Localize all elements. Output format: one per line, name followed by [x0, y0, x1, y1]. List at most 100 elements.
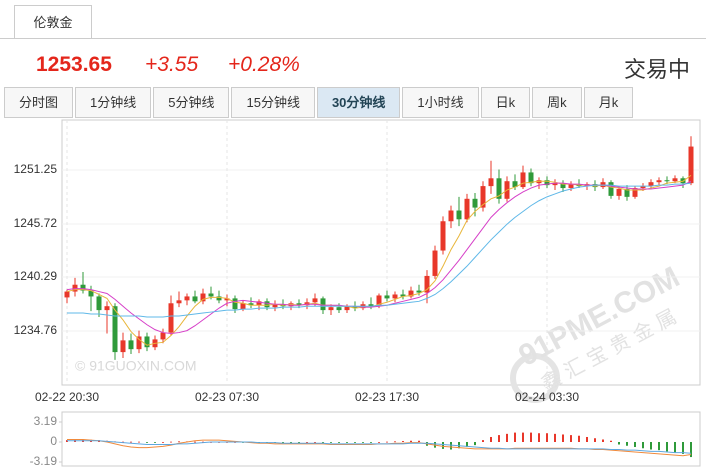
- macd-bar: [386, 441, 388, 443]
- period-tab[interactable]: 分时图: [4, 87, 74, 118]
- macd-bar: [370, 442, 372, 443]
- candle-body: [432, 250, 438, 276]
- macd-bar: [586, 436, 588, 442]
- change-pct: +0.28%: [228, 53, 300, 76]
- candle-body: [400, 294, 406, 297]
- status: 交易中: [623, 57, 690, 82]
- divider: [0, 38, 706, 39]
- candle-body: [208, 293, 214, 297]
- candle-body: [440, 221, 446, 251]
- macd-bar: [178, 441, 180, 443]
- candle-body: [80, 284, 86, 291]
- macd-bar: [170, 441, 172, 443]
- y-tick-label: 1240.29: [14, 269, 58, 283]
- period-tab[interactable]: 5分钟线: [153, 87, 230, 118]
- macd-bar: [626, 442, 628, 446]
- candle-body: [392, 294, 398, 299]
- candle-body: [560, 183, 566, 189]
- candle-body: [648, 182, 654, 187]
- y-tick-label: 1251.25: [14, 162, 58, 176]
- macd-bar: [306, 442, 308, 443]
- candle-body: [544, 180, 550, 186]
- candle-body: [424, 275, 430, 293]
- candle-body: [568, 184, 574, 189]
- candle-body: [96, 296, 102, 311]
- x-tick-label: 02-23 07:30: [195, 390, 259, 404]
- candle-body: [336, 307, 342, 311]
- candle-body: [168, 303, 174, 333]
- candle-body: [272, 304, 278, 308]
- period-tab[interactable]: 1小时线: [402, 87, 479, 118]
- macd-bar: [474, 442, 476, 446]
- y-tick-label: 0: [50, 434, 57, 448]
- candle-body: [344, 306, 350, 311]
- candle-body: [512, 181, 518, 188]
- candle-body: [104, 306, 110, 311]
- period-tab[interactable]: 日k: [480, 87, 531, 118]
- macd-bar: [690, 442, 692, 458]
- macd-bar: [314, 442, 316, 443]
- macd-bar: [418, 440, 420, 442]
- watermark-logo: [510, 353, 560, 403]
- period-tab[interactable]: 1分钟线: [75, 87, 152, 118]
- macd-bar: [682, 442, 684, 454]
- candle-body: [656, 180, 662, 183]
- macd-bar: [322, 442, 324, 443]
- macd-bar: [402, 441, 404, 442]
- price: 1253.65: [36, 53, 112, 76]
- macd-bar: [346, 442, 348, 443]
- candle-body: [184, 296, 190, 301]
- candle-body: [616, 189, 622, 196]
- macd-bar: [162, 442, 164, 443]
- y-tick-label: 1234.76: [14, 323, 58, 337]
- candle-body: [224, 298, 230, 301]
- candle-body: [232, 298, 238, 310]
- macd-bar: [450, 442, 452, 450]
- macd-bar: [522, 432, 524, 442]
- candle-body: [240, 303, 246, 310]
- macd-bar: [658, 442, 660, 451]
- period-tab[interactable]: 15分钟线: [231, 87, 315, 118]
- candle-body: [496, 178, 502, 199]
- macd-bar: [674, 442, 676, 453]
- macd-bar: [354, 442, 356, 443]
- period-tab[interactable]: 月k: [583, 87, 634, 118]
- macd-bar: [490, 436, 492, 442]
- macd-bar: [634, 442, 636, 448]
- y-tick-label: 3.19: [34, 414, 58, 428]
- macd-bar: [666, 442, 668, 452]
- tab[interactable]: 伦敦金: [14, 5, 92, 39]
- candle-body: [624, 189, 630, 197]
- candle-body: [248, 303, 254, 306]
- moving-average-line: [67, 182, 692, 318]
- macd-bar: [554, 433, 556, 442]
- period-tab[interactable]: 周k: [532, 87, 582, 118]
- candle-body: [472, 198, 478, 208]
- candle-body: [608, 182, 614, 196]
- candle-body: [408, 290, 414, 297]
- candle-body: [464, 198, 470, 220]
- period-tab[interactable]: 30分钟线: [316, 87, 401, 118]
- macd-bar: [442, 442, 444, 449]
- macd-bar: [362, 442, 364, 443]
- macd-bar: [570, 435, 572, 442]
- candle-body: [88, 290, 94, 297]
- macd-bar: [562, 434, 564, 442]
- candle-body: [688, 146, 694, 184]
- candle-body: [328, 307, 334, 311]
- candle-body: [120, 340, 126, 353]
- candle-body: [416, 290, 422, 293]
- macd-bar: [394, 441, 396, 443]
- macd-bar: [466, 442, 468, 448]
- macd-bar: [594, 438, 596, 442]
- candle-body: [456, 210, 462, 220]
- macd-bar: [410, 440, 412, 442]
- candle-body: [144, 336, 150, 348]
- macd-bar: [330, 442, 332, 443]
- candle-body: [672, 178, 678, 182]
- macd-bar: [298, 442, 300, 443]
- macd-bar: [546, 433, 548, 442]
- macd-bar: [530, 432, 532, 442]
- macd-bar: [338, 442, 340, 443]
